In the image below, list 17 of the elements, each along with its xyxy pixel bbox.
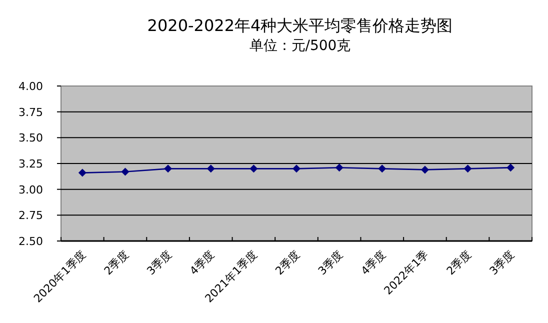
x-tick-label: 3季度	[316, 248, 346, 278]
chart-subtitle: 单位：元/500克	[249, 38, 351, 54]
y-tick-label: 3.50	[18, 132, 43, 145]
y-tick-label: 3.75	[18, 106, 43, 119]
x-tick-label: 3季度	[144, 248, 174, 278]
x-tick-label: 2季度	[444, 248, 474, 278]
y-tick-label: 4.00	[18, 80, 43, 93]
y-tick-label: 3.00	[18, 183, 43, 196]
x-tick-label: 2季度	[102, 248, 132, 278]
x-tick-label: 4季度	[358, 248, 388, 278]
x-tick-label: 2季度	[272, 248, 303, 278]
y-tick-label: 2.75	[18, 209, 43, 222]
x-tick-label: 4季度	[187, 248, 217, 278]
y-tick-label: 3.25	[18, 158, 43, 170]
chart-title: 2020-2022年4种大米平均零售价格走势图	[147, 16, 453, 35]
y-tick-label: 2.50	[18, 235, 43, 248]
x-tick-label: 3季度	[487, 248, 517, 278]
